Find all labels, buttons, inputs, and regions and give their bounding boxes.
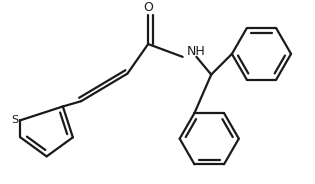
Text: O: O [143, 1, 153, 14]
Text: NH: NH [186, 45, 205, 59]
Text: S: S [11, 115, 18, 125]
